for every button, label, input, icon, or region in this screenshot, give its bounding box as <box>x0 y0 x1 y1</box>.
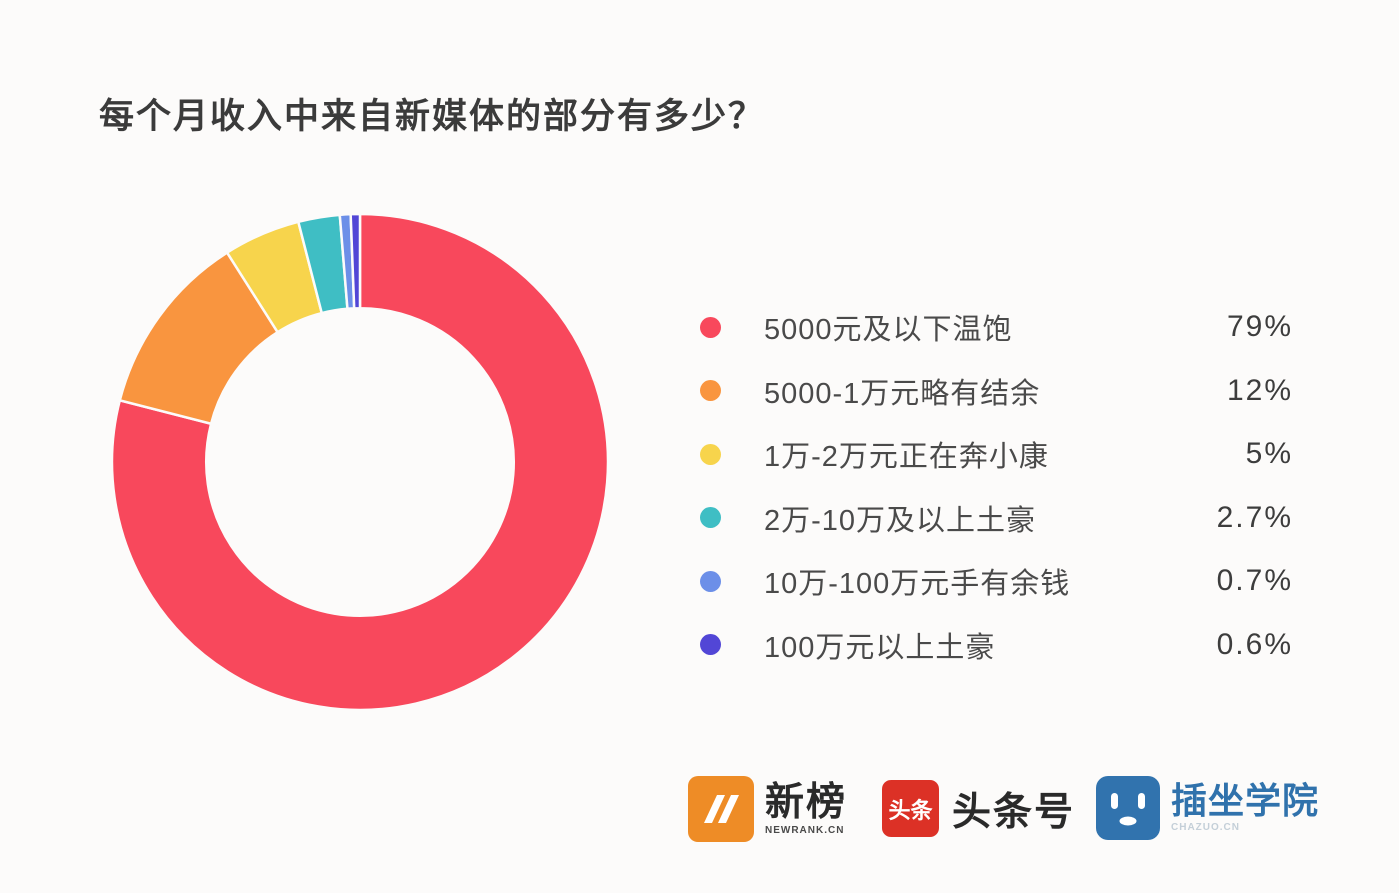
legend-label: 100万元以上土豪 <box>764 631 996 664</box>
legend-color-dot <box>700 443 721 465</box>
legend-item: 5000元及以下温饱 79% <box>700 306 1293 348</box>
newrank-brand-name: 新榜 <box>765 780 848 824</box>
legend-value: 5% <box>1245 437 1293 470</box>
legend-value: 0.6% <box>1216 627 1293 661</box>
legend-value: 0.7% <box>1216 564 1293 597</box>
donut-segment-6 <box>349 212 362 310</box>
chazuo-brand-subtext: CHAZUO.CN <box>1171 822 1240 833</box>
legend-label: 10万-100万元手有余钱 <box>764 568 1071 600</box>
legend-item: 1万-2万元正在奔小康 5% <box>700 433 1293 475</box>
toutiao-logo-text: 头条 <box>888 797 933 823</box>
legend-value: 2.7% <box>1216 500 1293 534</box>
legend-label: 5000元及以下温饱 <box>764 314 1013 346</box>
toutiao-brand: 头条 头条号 <box>882 780 1075 837</box>
legend-item: 10万-100万元手有余钱 0.7% <box>700 560 1293 602</box>
legend-color-dot <box>700 316 721 338</box>
chart-title: 每个月收入中来自新媒体的部分有多少？ <box>99 97 766 136</box>
newrank-brand: 新榜 NEWRANK.CN <box>688 776 847 842</box>
donut-chart <box>108 210 612 714</box>
legend-color-dot <box>700 507 721 528</box>
legend-label: 2万-10万及以上土豪 <box>764 504 1037 537</box>
chazuo-brand: 插坐学院 CHAZUO.CN <box>1096 776 1319 840</box>
newrank-logo-icon <box>688 776 754 842</box>
newrank-brand-subtext: NEWRANK.CN <box>765 824 845 836</box>
legend-item: 2万-10万及以上土豪 2.7% <box>700 497 1293 539</box>
donut-chart-svg <box>110 212 610 712</box>
chazuo-logo-icon <box>1096 776 1160 840</box>
legend-color-dot <box>700 570 721 592</box>
toutiao-logo-icon: 头条 <box>882 780 939 837</box>
donut-segment-1 <box>110 212 610 712</box>
chart-legend: 5000元及以下温饱 79% 5000-1万元略有结余 12% 1万-2万元正在… <box>700 306 1293 666</box>
chazuo-brand-name: 插坐学院 <box>1171 780 1320 821</box>
legend-item: 100万元以上土豪 0.6% <box>700 624 1293 666</box>
legend-color-dot <box>700 634 721 655</box>
legend-item: 5000-1万元略有结余 12% <box>700 370 1293 412</box>
brand-footer: 新榜 NEWRANK.CN 头条 头条号 插坐学院 CHAZUO.CN <box>0 772 1399 852</box>
legend-value: 12% <box>1226 373 1293 407</box>
legend-color-dot <box>700 380 721 401</box>
legend-label: 5000-1万元略有结余 <box>764 377 1041 410</box>
toutiao-brand-name: 头条号 <box>952 790 1076 834</box>
legend-value: 79% <box>1226 310 1293 343</box>
legend-label: 1万-2万元正在奔小康 <box>764 441 1049 473</box>
